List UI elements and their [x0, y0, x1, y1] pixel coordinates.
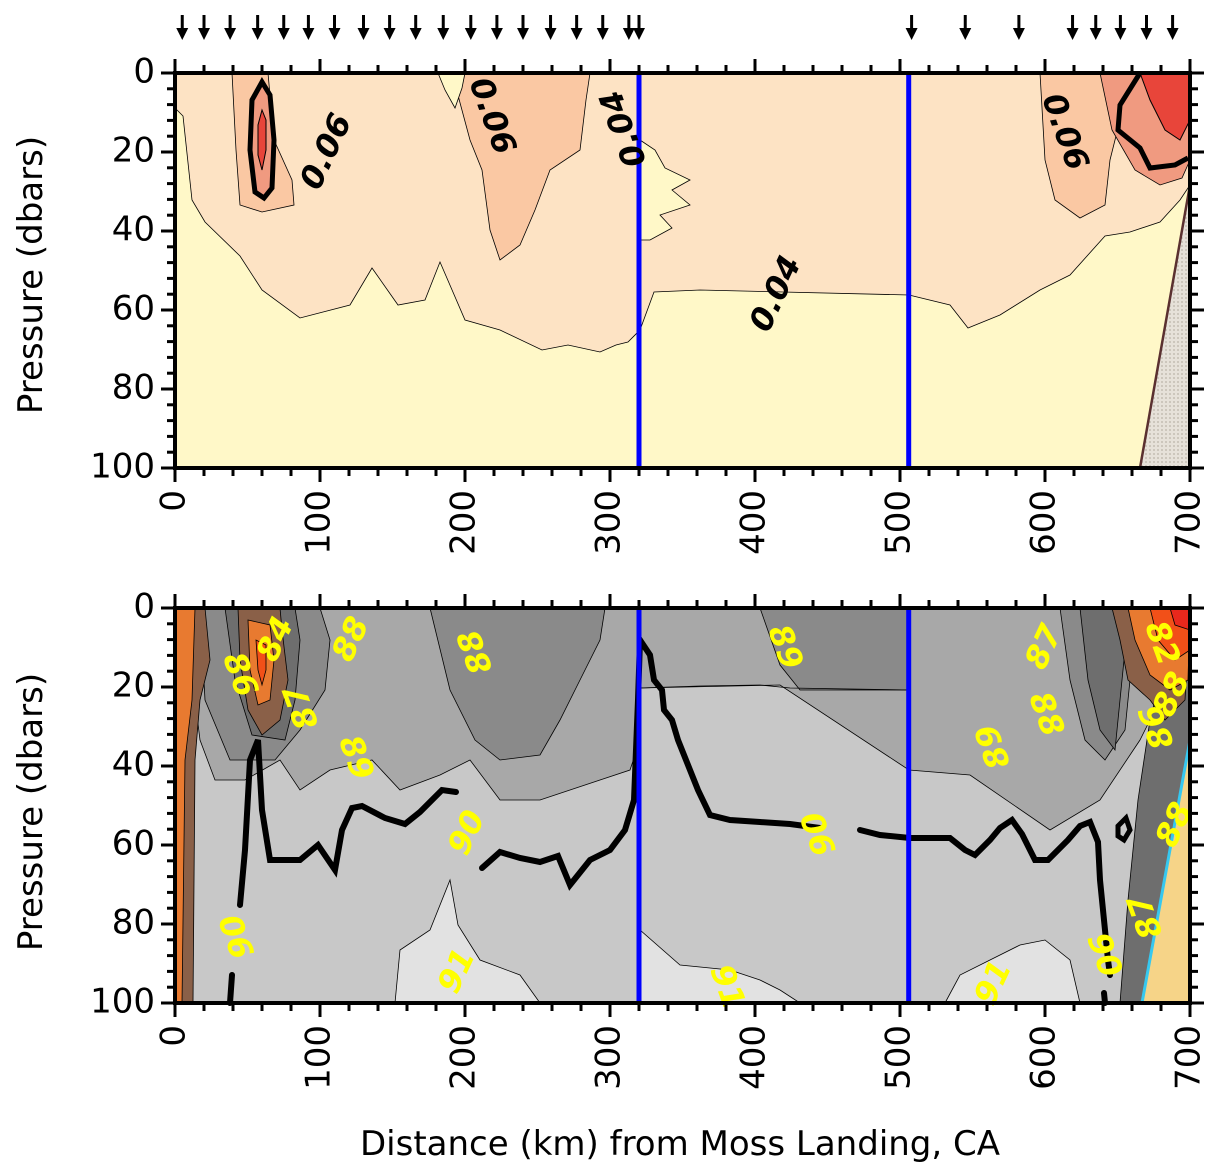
station-arrow: [302, 15, 315, 40]
top-x-tick-label: 700: [1169, 490, 1209, 555]
bottom-x-tick-label: 100: [299, 1025, 339, 1090]
top-core-inner: [257, 108, 267, 171]
top-x-tick-label: 600: [1024, 490, 1064, 555]
top-y-tick-label: 60: [112, 289, 155, 329]
bottom-band-88-mid: [429, 607, 606, 761]
station-arrow: [409, 15, 422, 40]
top-y-tick-label: 20: [112, 131, 155, 171]
bottom-band-91-a: [394, 878, 541, 1004]
bottom-x-tick-label: 200: [444, 1025, 484, 1090]
bottom-core-82: [255, 639, 267, 687]
bottom-y-tick-label: 60: [112, 824, 155, 864]
bottom-y-axis-title: Pressure (dbars): [11, 673, 51, 951]
top-contour-bold-right: [1115, 71, 1190, 171]
station-arrow: [277, 15, 290, 40]
station-arrow: [437, 15, 450, 40]
station-arrow: [596, 15, 609, 40]
station-arrow: [633, 15, 645, 40]
bottom-x-tick-label: 300: [589, 1025, 629, 1090]
station-arrow: [383, 15, 396, 40]
x-axis-title: Distance (km) from Moss Landing, CA: [360, 1124, 1000, 1164]
bottom-y-tick-label: 20: [112, 666, 155, 706]
top-panel: 0.06 0.06 0.040.040.06 0 100 200 300 400 500 600…: [11, 15, 1209, 555]
top-x-tick-label: 200: [444, 490, 484, 555]
station-arrow: [1066, 15, 1079, 40]
station-arrow: [622, 15, 635, 40]
top-x-tick-label: 0: [154, 490, 194, 512]
bottom-y-tick-label: 100: [90, 982, 155, 1022]
bottom-axes: 0 100 200 300 400 500 600 700 0 20 40 60 80 100: [90, 587, 1208, 1090]
top-x-tick-label: 100: [299, 490, 339, 555]
station-arrow: [1114, 15, 1127, 40]
station-arrow: [959, 15, 972, 40]
bottom-x-tick-label: 0: [154, 1025, 194, 1047]
top-intrusion: [639, 139, 691, 241]
bottom-y-tick-label: 80: [112, 903, 155, 943]
station-arrow: [1089, 15, 1102, 40]
top-x-tick-label: 400: [734, 490, 774, 555]
top-band-mid-2: [451, 72, 591, 261]
station-arrow: [570, 15, 583, 40]
bottom-contour-90-left: [227, 738, 459, 1006]
top-plot-frame: [173, 71, 1192, 470]
bottom-x-tick-label: 700: [1169, 1025, 1209, 1090]
top-y-tick-label: 40: [112, 210, 155, 250]
station-arrow: [198, 15, 210, 40]
station-arrow: [464, 15, 477, 40]
top-section-lines: [636, 73, 912, 468]
station-arrow: [328, 15, 341, 40]
station-arrow: [1140, 15, 1153, 40]
station-arrow: [490, 15, 503, 40]
bottom-band-91-c: [944, 939, 1081, 1004]
station-arrow: [1166, 15, 1179, 40]
station-arrow: [176, 15, 189, 40]
top-band-low: [174, 72, 1191, 353]
bottom-x-tick-label: 500: [879, 1025, 919, 1090]
station-arrows: [176, 15, 1179, 40]
station-arrow: [544, 15, 557, 40]
top-y-tick-label: 80: [112, 368, 155, 408]
bottom-plot-frame: [173, 606, 1192, 1005]
station-arrow: [357, 15, 370, 40]
station-arrow: [1012, 15, 1025, 40]
top-y-tick-label: 100: [90, 447, 155, 487]
bottom-contour-90-loop: [1115, 813, 1133, 844]
station-arrow: [251, 15, 264, 40]
bottom-section-lines: [636, 608, 912, 1003]
top-axes: 0 100 200 300 400 500 600 700 0 20 40 60 80 100: [90, 52, 1208, 555]
station-arrow: [517, 15, 529, 40]
station-arrow: [905, 15, 918, 40]
station-arrow: [224, 15, 237, 40]
bottom-x-tick-label: 600: [1024, 1025, 1064, 1090]
bottom-y-tick-label: 40: [112, 745, 155, 785]
top-x-tick-label: 300: [589, 490, 629, 555]
top-y-axis-title: Pressure (dbars): [11, 136, 51, 414]
bottom-x-tick-label: 400: [734, 1025, 774, 1090]
bottom-y-tick-label: 0: [133, 587, 155, 627]
top-x-tick-label: 500: [879, 490, 919, 555]
bottom-band-91-b: [639, 929, 802, 1004]
bottom-contour-thin: [639, 684, 910, 691]
top-y-tick-label: 0: [133, 52, 155, 92]
